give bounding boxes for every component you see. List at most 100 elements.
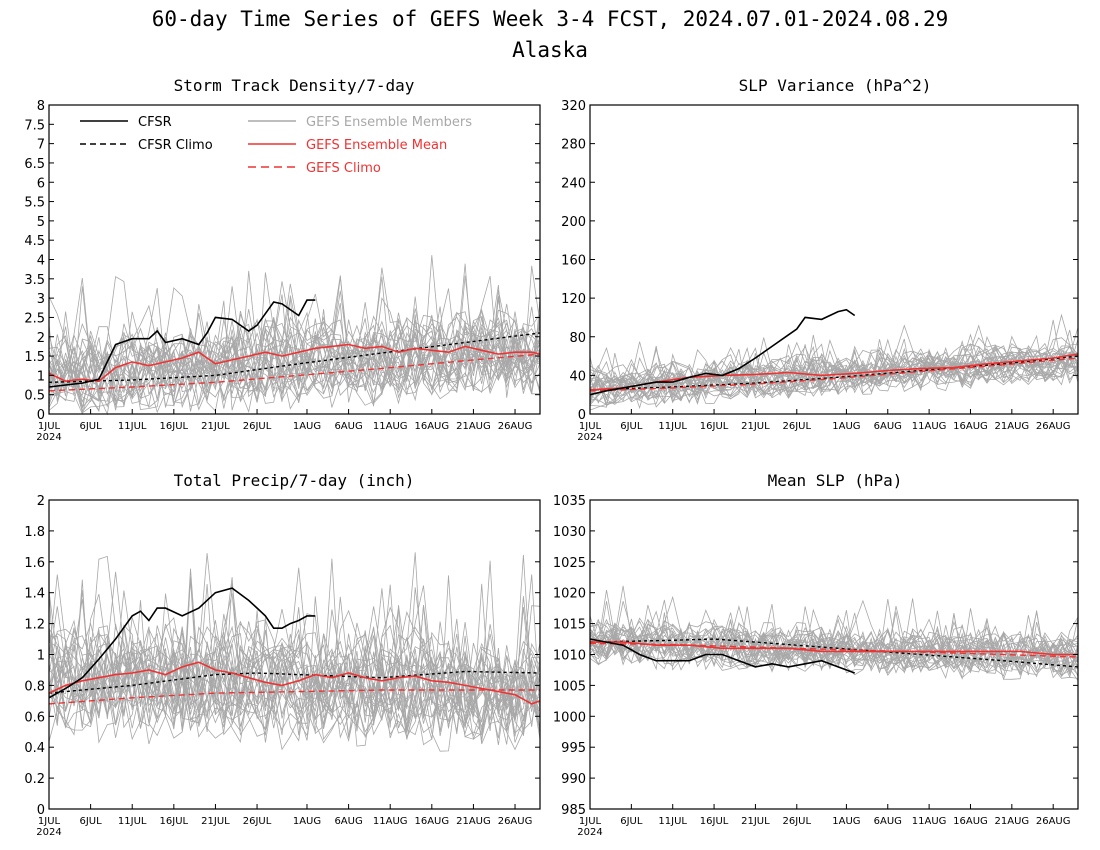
y-tick-label: 0.5: [24, 389, 45, 404]
y-tick-label: 1.4: [24, 587, 45, 602]
y-tick-label: 120: [561, 292, 586, 307]
ensemble-member-line: [48, 590, 541, 733]
y-tick-label: 2: [37, 331, 45, 346]
plot-frame: [48, 499, 541, 810]
y-tick-label: 0.6: [24, 710, 45, 725]
y-tick-label: 7: [37, 138, 45, 153]
x-year-label: 2024: [36, 432, 61, 443]
ensemble-member-line: [589, 339, 1079, 406]
x-tick-label: 11AUG: [373, 421, 408, 432]
ensemble-member-line: [48, 575, 540, 726]
y-tick-label: 8: [37, 99, 45, 114]
series-ens-mean-line: [590, 641, 1078, 656]
y-tick-label: 1.8: [24, 525, 45, 540]
x-tick-label: 6JUL: [620, 421, 643, 432]
ensemble-members: [48, 255, 541, 416]
figure-subtitle: Alaska: [512, 38, 588, 62]
panel-mean-slp: Mean SLP (hPa) 985 990 995 1000 1005 1010 1015…: [553, 471, 1079, 838]
x-tick-label: 21JUL: [201, 421, 230, 432]
x-tick-label: 6JUL: [80, 421, 103, 432]
y-tick-label: 0.2: [24, 772, 45, 787]
y-tick-label: 160: [561, 254, 586, 269]
x-tick-label: 21AUG: [995, 816, 1030, 827]
x-tick-label: 1JUL: [579, 816, 602, 827]
y-tick-label: 80: [569, 331, 586, 346]
ensemble-member-line: [48, 568, 541, 733]
x-tick-label: 1AUG: [832, 816, 860, 827]
series-gefs-climo-line: [589, 357, 1079, 392]
x-tick-label: 6JUL: [620, 816, 643, 827]
x-tick-label: 11JUL: [658, 816, 687, 827]
x-tick-label: 26JUL: [782, 816, 811, 827]
x-tick-label: 1AUG: [293, 421, 321, 432]
x-tick-label: 26AUG: [498, 421, 533, 432]
ensemble-member-line: [48, 308, 541, 397]
y-tick-label: 1: [37, 369, 45, 384]
panel-total-precip: Total Precip/7-day (inch) 0 0.2 0.4 0.6 0.8 1…: [24, 471, 541, 838]
ensemble-member-line: [48, 296, 541, 385]
ensemble-member-line: [589, 599, 1079, 662]
ensemble-member-line: [48, 583, 541, 746]
x-tick-label: 11JUL: [118, 816, 147, 827]
y-tick-label: 7.5: [24, 118, 45, 133]
y-tick-label: 5: [37, 215, 45, 230]
legend-ens-mean-label: GEFS Ensemble Mean: [306, 138, 447, 153]
figure-title: 60-day Time Series of GEFS Week 3-4 FCST…: [152, 7, 949, 31]
ensemble-member-line: [48, 306, 541, 408]
series-ens-mean-line: [48, 343, 541, 383]
y-tick-label: 0: [578, 408, 586, 423]
x-tick-label: 21AUG: [456, 816, 491, 827]
x-tick-label: 11JUL: [658, 421, 687, 432]
x-tick-label: 21AUG: [456, 421, 491, 432]
ensemble-member-line: [589, 333, 1079, 402]
x-tick-label: 1JUL: [579, 421, 602, 432]
legend: CFSR CFSR Climo GEFS Ensemble Members GE…: [80, 115, 472, 176]
x-tick-label: 11AUG: [912, 421, 947, 432]
y-tick-label: 1020: [553, 587, 586, 602]
x-tick-label: 6AUG: [334, 421, 362, 432]
series-cfsr-climo-line: [48, 670, 541, 694]
x-tick-label: 16AUG: [953, 421, 988, 432]
y-tick-label: 0.4: [24, 741, 45, 756]
panel-storm-track-density: Storm Track Density/7-day 0 0.5 1 1.5 2 2.5 3 3…: [24, 76, 541, 443]
x-year-label: 2024: [36, 827, 61, 838]
x-year-label: 2024: [577, 827, 602, 838]
y-tick-label: 1030: [553, 525, 586, 540]
ensemble-member-line: [589, 610, 1079, 669]
ensemble-member-line: [589, 626, 1079, 673]
series-cfsr-line: [589, 638, 855, 674]
ensemble-members: [48, 552, 541, 752]
x-tick-label: 6AUG: [874, 816, 902, 827]
panel-title: Mean SLP (hPa): [768, 471, 903, 490]
x-tick-label: 26AUG: [1036, 421, 1071, 432]
y-tick-label: 1.5: [24, 350, 45, 365]
x-tick-label: 1JUL: [38, 421, 61, 432]
x-tick-label: 6JUL: [80, 816, 103, 827]
ensemble-member-line: [589, 339, 1079, 398]
y-tick-label: 985: [561, 803, 586, 818]
x-tick-label: 21JUL: [201, 816, 230, 827]
y-tick-label: 280: [561, 138, 586, 153]
ensemble-member-line: [589, 313, 1079, 387]
y-tick-label: 1035: [553, 494, 586, 509]
x-tick-label: 21JUL: [741, 421, 770, 432]
x-tick-label: 11AUG: [912, 816, 947, 827]
panel-title: Total Precip/7-day (inch): [174, 471, 415, 490]
x-tick-label: 16JUL: [700, 816, 729, 827]
y-tick-label: 0: [37, 803, 45, 818]
legend-cfsr-label: CFSR: [138, 115, 172, 130]
ensemble-member-line: [589, 610, 1079, 677]
y-tick-label: 990: [561, 772, 586, 787]
legend-cfsr-climo-label: CFSR Climo: [138, 138, 213, 153]
x-tick-label: 16AUG: [414, 816, 449, 827]
series-gefs-climo-line: [48, 689, 540, 705]
ensemble-member-line: [48, 585, 541, 732]
x-year-label: 2024: [577, 432, 602, 443]
y-tick-label: 1: [37, 649, 45, 664]
x-tick-label: 16JUL: [160, 421, 189, 432]
y-tick-label: 320: [561, 99, 586, 114]
series-ens-mean-line: [589, 353, 1079, 391]
legend-gefs-climo-label: GEFS Climo: [306, 161, 381, 176]
ensemble-member-line: [48, 553, 541, 720]
y-tick-label: 1005: [553, 679, 586, 694]
